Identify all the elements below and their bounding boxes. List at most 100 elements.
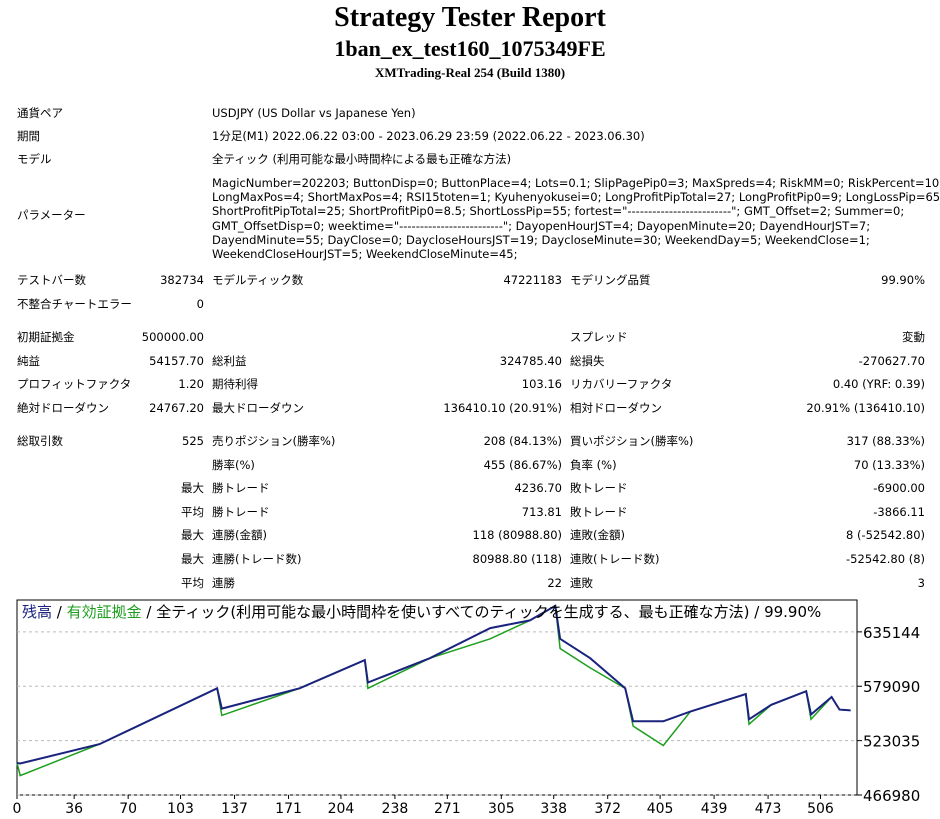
stat-label: モデリング品質 [570,273,651,287]
stat-label: 敗トレード [570,481,628,496]
stat-label: 負率 (%) [570,457,617,472]
x-tick-label: 171 [275,801,302,817]
stat-label: 総取引数 [17,434,63,448]
stat-value: 20.91% (136410.10) [806,400,925,415]
stat-value: 0 [196,296,204,311]
x-tick-label: 439 [701,801,728,817]
parameter-line: WeekendCloseHourJST=5; WeekendCloseMinut… [212,247,518,261]
parameter-line: ShortProfitPipTotal=25; ShortProfitPip0=… [212,204,905,219]
chart: 466980 523035 579090 635144 0 36 70 103 137 171 20… [13,599,920,817]
stat-value: 最大 [181,481,204,496]
info-label: 期間 [17,129,40,143]
stat-value: 455 (86.67%) [483,457,562,472]
stat-value: 22 [547,575,562,590]
stat-value: -6900.00 [873,481,925,496]
server-name: XMTrading-Real 254 (Build 1380) [374,65,566,80]
info-value: 1分足(M1) 2022.06.22 03:00 - 2023.06.29 23… [212,129,645,143]
stat-value: 324785.40 [499,353,562,368]
stat-value: 47221183 [503,273,562,287]
y-tick-label: 635144 [863,624,920,642]
stat-label: スプレッド [570,330,628,344]
stat-value: -52542.80 (8) [846,552,925,566]
legend-entry: 有効証拠金 [67,603,142,621]
stat-value: 525 [182,434,204,448]
chart-title: 全ティック(利用可能な最小時間枠を使いすべてのティックを生成する、最も正確な方法… [156,603,821,621]
stat-value: 80988.80 (118) [472,552,562,566]
stat-label: 連敗 [570,575,593,590]
legend-separator: / [142,603,157,621]
x-tick-label: 103 [167,801,194,817]
stat-label: 連敗(トレード数) [570,552,660,566]
stat-label: 不整合チャートエラー [17,296,132,311]
x-tick-label: 338 [540,801,567,817]
stat-label: 勝トレード [212,481,270,496]
x-tick-label: 372 [594,801,621,817]
stat-value: 変動 [902,330,925,344]
stat-label: 期待利得 [212,377,258,392]
stat-label: 敗トレード [570,504,628,519]
report-title: Strategy Tester Report [334,2,606,33]
stat-value: 3 [917,575,925,590]
info-value: 全ティック (利用可能な最小時間枠による最も正確な方法) [212,152,512,166]
x-tick-label: 204 [328,801,355,817]
stat-label: 連勝(金額) [212,528,267,543]
parameter-line: MagicNumber=202203; ButtonDisp=0; Button… [212,176,940,190]
x-tick-label: 238 [382,801,409,817]
stat-value: 136410.10 (20.91%) [443,400,562,415]
stat-label: 連勝(トレード数) [212,552,302,566]
parameter-line: LongMaxPos=4; ShortMaxPos=4; RSI15toten=… [212,190,940,205]
chart-legend: 残高 / 有効証拠金 / 全ティック(利用可能な最小時間枠を使いすべてのティック… [22,603,821,621]
y-tick-label: 466980 [863,787,920,805]
stat-value: 0.40 (YRF: 0.39) [832,377,925,392]
stat-label: 買いポジション(勝率%) [570,434,694,448]
x-tick-label: 271 [434,801,461,817]
stat-label: 最大ドローダウン [212,400,304,415]
stat-value: -270627.70 [858,353,925,368]
stat-label: モデルティック数 [212,273,304,287]
stat-value: 500000.00 [141,330,204,344]
parameter-label: パラメーター [17,208,86,222]
stat-value: 99.90% [881,273,925,287]
legend-entry: 残高 [22,603,52,621]
x-tick-label: 36 [65,801,83,817]
stat-value: 最大 [181,528,204,543]
stat-label: リカバリーファクタ [570,377,673,392]
x-tick-label: 305 [488,801,515,817]
stat-label: 初期証拠金 [17,330,75,344]
info-value: USDJPY (US Dollar vs Japanese Yen) [212,106,416,120]
stat-label: 連敗(金額) [570,528,625,543]
stat-label: 純益 [17,353,40,368]
parameter-line: GMT_OffsetDisp=0; weektime="------------… [212,218,871,233]
info-label: 通貨ペア [17,106,63,120]
stat-value: 4236.70 [514,481,562,496]
stat-label: 連勝 [212,575,235,590]
stat-label: 勝トレード [212,504,270,519]
stat-value: 208 (84.13%) [483,434,562,448]
legend-separator: / [52,603,67,621]
stat-value: 54157.70 [149,353,204,368]
parameter-line: DayendMinute=55; DayClose=0; DaycloseHou… [212,232,870,247]
stat-label: プロフィットファクタ [17,377,132,392]
stat-label: 相対ドローダウン [570,400,662,415]
stat-value: 713.81 [521,504,562,519]
x-tick-label: 473 [755,801,782,817]
x-tick-label: 0 [13,801,22,817]
x-tick-label: 137 [221,801,248,817]
stat-value: -3866.11 [873,504,925,519]
stat-value: 118 (80988.80) [472,528,562,543]
plot-area [16,599,858,796]
x-tick-label: 405 [647,801,674,817]
y-tick-label: 523035 [863,733,920,751]
stat-value: 1.20 [178,377,204,392]
info-label: モデル [17,152,52,166]
stat-value: 最大 [181,552,204,566]
report-subtitle: 1ban_ex_test160_1075349FE [334,36,606,61]
stat-value: 382734 [160,273,204,287]
stat-value: 103.16 [521,377,562,392]
series-line [16,604,851,765]
stat-value: 70 (13.33%) [853,457,925,472]
stat-value: 8 (-52542.80) [846,528,925,543]
stat-label: テストバー数 [17,273,86,287]
stat-value: 317 (88.33%) [846,434,925,448]
